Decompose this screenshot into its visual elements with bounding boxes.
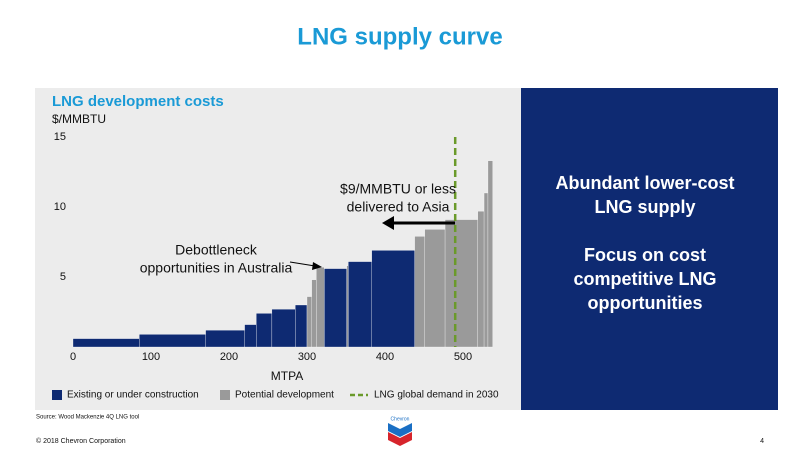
- bar: [256, 313, 273, 348]
- bar: [414, 236, 425, 348]
- panel-headline: Abundant lower-cost: [556, 173, 735, 193]
- slide-title: LNG supply curve: [297, 23, 502, 50]
- legend-swatch: [52, 390, 62, 400]
- legend-label: Potential development: [235, 390, 334, 401]
- panel-bg: [521, 88, 778, 410]
- legend-swatch: [220, 390, 230, 400]
- x-tick-label: 0: [70, 351, 76, 363]
- annotation: opportunities in Australia: [140, 260, 293, 276]
- y-label: $/MMBTU: [52, 112, 106, 126]
- legend-label: LNG global demand in 2030: [374, 390, 499, 401]
- x-label: MTPA: [271, 369, 303, 383]
- bar: [487, 160, 493, 348]
- panel-subline: competitive LNG: [573, 269, 716, 289]
- logo-bottom: [388, 432, 412, 446]
- logo: Chevron: [388, 416, 412, 446]
- bar: [244, 324, 257, 348]
- bar: [316, 267, 325, 348]
- panel-headline: LNG supply: [594, 197, 695, 217]
- annotation: delivered to Asia: [347, 199, 450, 215]
- bar: [311, 279, 317, 348]
- x-tick-label: 400: [376, 351, 394, 363]
- bar: [306, 296, 312, 348]
- arrow: [289, 261, 316, 267]
- annotation: Debottleneck: [175, 242, 258, 258]
- logo-top: [388, 423, 412, 437]
- x-tick-label: 200: [220, 351, 238, 363]
- x-tick-label: 100: [142, 351, 160, 363]
- bar: [348, 261, 372, 348]
- page-number: 4: [760, 438, 764, 445]
- logo-text: Chevron: [391, 416, 410, 422]
- x-tick-label: 300: [298, 351, 316, 363]
- arrowhead: [382, 216, 394, 230]
- y-tick-label: 15: [54, 131, 66, 143]
- arrowhead: [312, 262, 322, 270]
- chart-title: LNG development costs: [52, 93, 224, 110]
- panel: Abundant lower-cost LNG supply Focus on co…: [556, 173, 735, 313]
- bar: [477, 211, 485, 348]
- bar: [424, 229, 446, 348]
- bar: [371, 250, 415, 348]
- x-tick-label: 500: [454, 351, 472, 363]
- source: Source: Wood Mackenzie 4Q LNG tool: [36, 415, 139, 421]
- bar: [271, 309, 296, 348]
- panel-subline: opportunities: [588, 293, 703, 313]
- bar: [444, 219, 478, 348]
- bar: [324, 268, 347, 348]
- bar: [205, 330, 245, 348]
- annotation: $9/MMBTU or less: [340, 181, 456, 197]
- copyright: © 2018 Chevron Corporation: [36, 437, 126, 445]
- panel-subline: Focus on cost: [584, 245, 706, 265]
- bar: [139, 334, 206, 348]
- bar: [346, 265, 349, 348]
- bar: [483, 192, 489, 348]
- y-tick-label: 10: [54, 201, 66, 213]
- bar: [295, 304, 308, 348]
- y-tick-label: 5: [60, 271, 66, 283]
- legend-label: Existing or under construction: [67, 390, 199, 401]
- bar: [72, 338, 140, 348]
